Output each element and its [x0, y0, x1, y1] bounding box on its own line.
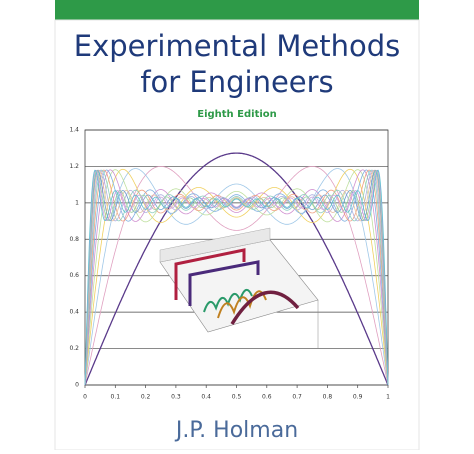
- title-line-2: for Engineers: [140, 65, 333, 99]
- x-tick-label: 0.2: [141, 394, 151, 401]
- decorative-curve: [84, 169, 389, 386]
- x-tick-label: 0.8: [323, 394, 333, 401]
- x-tick-label: 0: [83, 394, 87, 401]
- y-tick-label: 0.6: [69, 272, 79, 279]
- x-tick-label: 0.3: [171, 394, 181, 401]
- y-tick-label: 1: [75, 199, 79, 206]
- decorative-curve: [84, 169, 389, 386]
- y-tick-label: 0.4: [69, 309, 79, 316]
- decorative-curve: [84, 169, 389, 386]
- decorative-curve: [84, 169, 389, 386]
- decorative-curve: [84, 168, 389, 386]
- top-band: [55, 0, 419, 20]
- y-tick-label: 0.2: [69, 345, 79, 352]
- decorative-curve: [84, 169, 389, 386]
- decorative-curve: [84, 169, 389, 386]
- x-tick-label: 0.1: [111, 394, 121, 401]
- y-tick-label: 1.2: [69, 163, 79, 170]
- x-tick-label: 0.6: [262, 394, 272, 401]
- x-tick-label: 0.7: [292, 394, 302, 401]
- decorative-curve: [84, 152, 389, 386]
- plot-frame: [84, 129, 389, 386]
- x-tick-label: 0.4: [201, 394, 211, 401]
- x-tick-label: 1: [386, 394, 390, 401]
- x-tick-label: 0.5: [232, 394, 242, 401]
- decorative-curve: [84, 169, 389, 386]
- edition: Eighth Edition: [197, 109, 277, 120]
- y-tick-label: 0.8: [69, 236, 79, 243]
- decorative-curve: [84, 166, 389, 386]
- y-tick-label: 0: [75, 382, 79, 389]
- decorative-curve: [84, 168, 389, 386]
- x-tick-label: 0.9: [353, 394, 363, 401]
- author: J.P. Holman: [174, 418, 298, 443]
- decorative-curve: [84, 169, 389, 386]
- y-tick-label: 1.4: [69, 127, 79, 134]
- title-line-1: Experimental Methods: [74, 29, 400, 63]
- inset-3d-plot: [159, 227, 319, 348]
- plot: 0 0.2 0.4 0.6 0.8 1 1.2 1.4 0 0.1 0.2 0.3 0.4 0.5 0.6 0…: [69, 127, 390, 401]
